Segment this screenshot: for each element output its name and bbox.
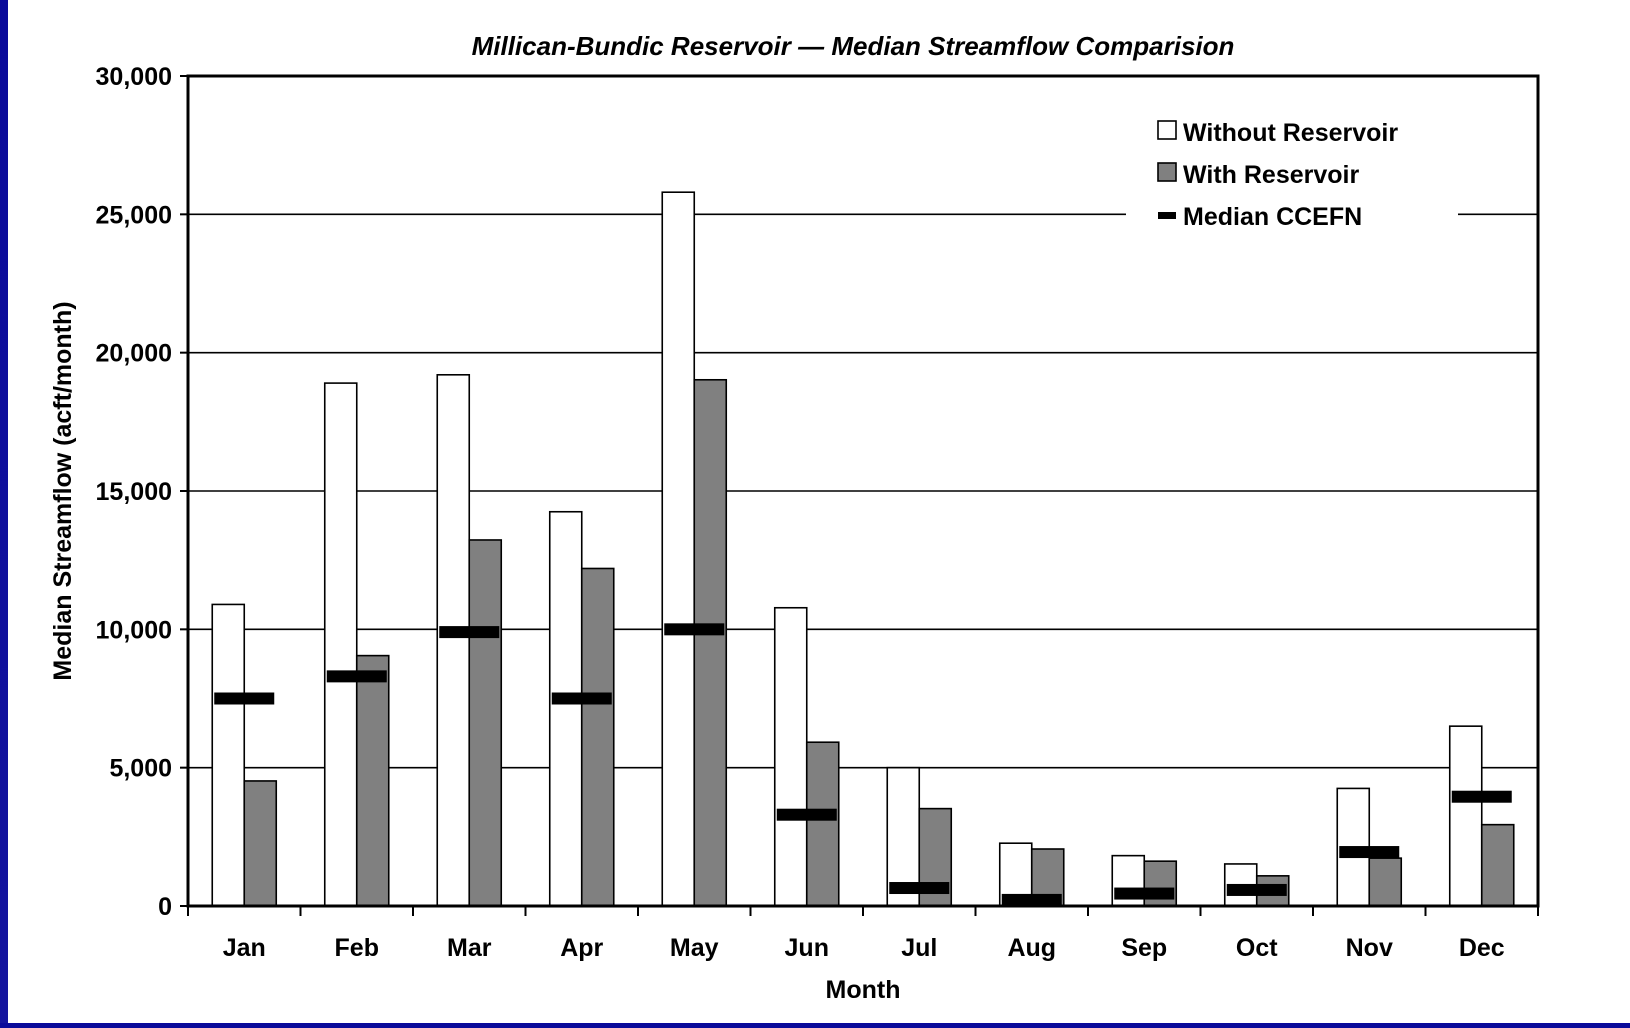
bar-without-reservoir-may	[661, 191, 696, 907]
y-tick-label: 10,000	[96, 616, 172, 644]
bar-without-reservoir-jun	[773, 606, 808, 907]
bar-with-reservoir-mar	[468, 539, 503, 907]
x-tick-label: Jun	[785, 934, 829, 962]
streamflow-chart: Millican-Bundic Reservoir — Median Strea…	[49, 31, 1540, 1004]
gridlines	[188, 213, 1538, 769]
x-tick-label: Apr	[560, 934, 603, 962]
y-tick-label: 20,000	[96, 340, 172, 368]
ccefn-marker-mar	[439, 626, 500, 639]
y-axis-label: Median Streamflow (acft/month)	[49, 301, 77, 680]
ccefn-marker-jun	[776, 808, 837, 821]
ccefn-marker-nov	[1339, 846, 1400, 859]
ccefn-marker-may	[664, 623, 725, 636]
legend-swatch-ccefn	[1158, 212, 1176, 219]
y-tick-label: 0	[158, 893, 172, 921]
bars-group	[211, 191, 1515, 907]
x-tick-label: May	[670, 934, 719, 962]
bar-with-reservoir-jun	[805, 741, 840, 907]
x-tick-label: Jan	[223, 934, 266, 962]
x-tick-label: Aug	[1007, 934, 1056, 962]
bar-without-reservoir-dec	[1448, 725, 1483, 907]
x-tick-label: Dec	[1459, 934, 1505, 962]
y-tick-label: 5,000	[109, 755, 172, 783]
bar-with-reservoir-feb	[355, 654, 390, 907]
ccefn-marker-sep	[1114, 887, 1175, 900]
y-tick-label: 25,000	[96, 201, 172, 229]
ccefn-marker-aug	[1001, 893, 1062, 906]
x-tick-label: Sep	[1121, 934, 1167, 962]
ccefn-marker-oct	[1226, 883, 1287, 896]
x-tick-label: Oct	[1236, 934, 1278, 962]
y-axis: 0 5,000 10,000 15,000 20,000 25,000 30,000	[96, 63, 188, 921]
legend-swatch	[1157, 162, 1177, 182]
bar-without-reservoir-feb	[323, 382, 358, 907]
legend: Without Reservoir With Reservoir Median CC…	[1157, 119, 1398, 231]
ccefn-marker-jan	[214, 692, 275, 705]
x-axis: Jan Feb Mar Apr May Jun Jul Aug Sep Oct Nov Dec	[187, 906, 1539, 962]
bar-without-reservoir-mar	[436, 373, 471, 907]
x-tick-label: Mar	[447, 934, 492, 962]
y-tick-label: 30,000	[96, 63, 172, 91]
x-tick-label: Feb	[335, 934, 379, 962]
bar-with-reservoir-jan	[243, 780, 278, 907]
chart-title: Millican-Bundic Reservoir — Median Strea…	[472, 31, 1235, 61]
y-tick-label: 15,000	[96, 478, 172, 506]
x-axis-label: Month	[826, 976, 901, 1004]
chart-slide: Millican-Bundic Reservoir — Median Strea…	[8, 0, 1630, 1023]
bar-with-reservoir-apr	[580, 567, 615, 907]
ccefn-marker-apr	[551, 692, 612, 705]
bar-with-reservoir-nov	[1368, 857, 1403, 907]
ccefn-marker-feb	[326, 670, 387, 683]
bar-with-reservoir-may	[693, 378, 728, 907]
x-tick-label: Jul	[901, 934, 937, 962]
ccefn-marker-dec	[1451, 790, 1512, 803]
bar-with-reservoir-dec	[1480, 823, 1515, 907]
bar-without-reservoir-apr	[548, 510, 583, 907]
bar-without-reservoir-jan	[211, 603, 246, 907]
legend-swatch	[1157, 120, 1177, 140]
legend-label: Median CCEFN	[1183, 203, 1362, 231]
ccefn-markers-group	[214, 623, 1512, 906]
x-tick-label: Nov	[1346, 934, 1393, 962]
legend-label: With Reservoir	[1183, 161, 1359, 189]
ccefn-marker-jul	[889, 882, 950, 895]
legend-label: Without Reservoir	[1183, 119, 1398, 147]
